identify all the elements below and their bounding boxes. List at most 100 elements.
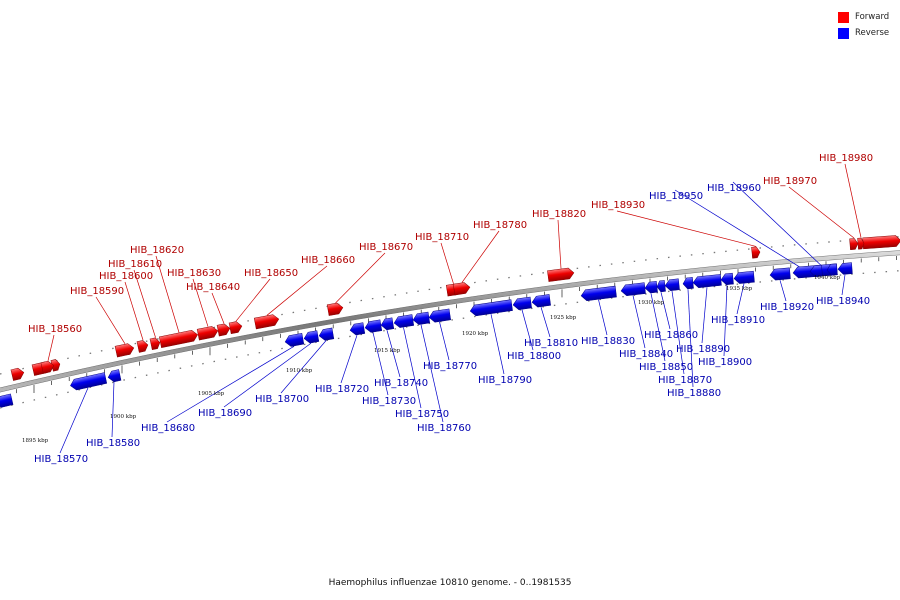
gene-label: HIB_18740 <box>374 378 428 389</box>
leader-HIB_18860 <box>660 292 671 330</box>
gene-label: HIB_18640 <box>186 282 240 293</box>
leader-HIB_18940 <box>841 274 846 296</box>
gene-label: HIB_18820 <box>532 209 586 220</box>
gene-label: HIB_18610 <box>108 259 162 270</box>
leader-HIB_18870 <box>671 290 685 375</box>
gene-hib-18930-feature <box>751 246 761 259</box>
gene-label: HIB_18700 <box>255 394 309 405</box>
gene-label: HIB_18950 <box>649 191 703 202</box>
gene-labels: HIB_18560 HIB_18570 HIB_18580 HIB_18590 HIB_… <box>28 153 873 465</box>
leader-HIB_18780 <box>461 230 500 283</box>
leader-HIB_18900 <box>723 285 728 357</box>
gene-hib-18690-feature <box>303 330 320 344</box>
legend-label-forward: Forward <box>855 12 890 22</box>
gene-hib-18800-feature <box>512 296 532 310</box>
gene-label: HIB_18750 <box>395 409 449 420</box>
gene-label: HIB_18790 <box>478 375 532 386</box>
gene-unlabeled-4-feature <box>862 235 900 250</box>
gene-label: HIB_18900 <box>698 357 752 368</box>
leader-HIB_18720 <box>340 335 358 384</box>
leader-HIB_18960 <box>732 181 833 277</box>
gene-label: HIB_18600 <box>99 271 153 282</box>
gene-hib-18820-feature <box>547 267 575 282</box>
gene-label: HIB_18580 <box>86 438 140 449</box>
leader-HIB_18680 <box>166 346 295 423</box>
tick-label: 1910 kbp <box>286 368 313 374</box>
gene-hib-18790-feature <box>469 299 513 317</box>
gene-unlabeled-0-feature <box>10 367 25 381</box>
gene-label: HIB_18650 <box>244 268 298 279</box>
gene-hib-18780-feature <box>452 282 471 296</box>
gene-hib-18900-feature <box>720 272 734 286</box>
leader-HIB_18950 <box>674 189 817 278</box>
gene-hib-18870-feature <box>664 278 680 291</box>
leader-HIB_18630 <box>192 278 209 327</box>
gene-label: HIB_18880 <box>667 388 721 399</box>
gene-label: HIB_18870 <box>658 375 712 386</box>
gene-hib-18680-feature <box>284 332 305 347</box>
leader-HIB_18800 <box>521 309 534 351</box>
gene-hib-18740-feature <box>380 317 395 331</box>
gene-hib-18940-feature <box>837 262 853 275</box>
leader-HIB_18620 <box>155 255 180 333</box>
gene-label: HIB_18680 <box>141 423 195 434</box>
leader-HIB_18640 <box>211 292 225 324</box>
tick-label: 1915 kbp <box>374 348 401 354</box>
gene-label: HIB_18590 <box>70 286 124 297</box>
leader-HIB_18660 <box>266 265 328 316</box>
gene-hib-18700-feature <box>318 327 335 341</box>
gene-hib-18620-feature <box>158 330 198 348</box>
tick-label: 1920 kbp <box>462 331 489 337</box>
gene-hib-18880-feature <box>682 277 694 290</box>
gene-label: HIB_18800 <box>507 351 561 362</box>
gene-label: HIB_18760 <box>417 423 471 434</box>
gene-hib-18830-feature <box>580 285 617 301</box>
leader-HIB_18650 <box>235 278 271 322</box>
gene-label: HIB_18770 <box>423 361 477 372</box>
gene-label: HIB_18850 <box>639 362 693 373</box>
leader-HIB_18830 <box>598 299 608 336</box>
tick-label: 1900 kbp <box>110 414 137 420</box>
leader-HIB_18790 <box>490 314 505 375</box>
gene-hib-18890-feature <box>692 274 722 288</box>
leader-HIB_18610 <box>133 269 156 338</box>
tick-label: 1940 kbp <box>814 275 841 281</box>
leader-HIB_18760 <box>420 324 444 423</box>
reverse-swatch <box>838 27 849 39</box>
leader-HIB_18890 <box>701 287 708 344</box>
gene-label: HIB_18780 <box>473 220 527 231</box>
gene-label: HIB_18940 <box>816 296 870 307</box>
gene-label: HIB_18660 <box>301 255 355 266</box>
leader-HIB_18600 <box>124 281 144 341</box>
gene-hib-18840-feature <box>620 282 646 297</box>
gene-hib-18770-feature <box>428 308 452 323</box>
legend-label-reverse: Reverse <box>855 28 890 38</box>
gene-label: HIB_18980 <box>819 153 873 164</box>
gene-hib-18850-feature <box>644 280 658 294</box>
leader-HIB_18930 <box>616 210 757 247</box>
backbone-band <box>0 250 900 393</box>
legend: Forward Reverse <box>838 9 889 41</box>
leader-HIB_18580 <box>111 382 115 438</box>
gene-label: HIB_18930 <box>591 200 645 211</box>
gene-hib-18720-feature <box>349 322 366 336</box>
gene-hib-18920-feature <box>769 267 791 281</box>
gene-hib-18580-feature <box>107 369 122 383</box>
gene-hib-18960-feature <box>826 263 838 276</box>
gene-label: HIB_18690 <box>198 408 252 419</box>
gene-hib-18980-feature <box>857 237 865 250</box>
gene-label: HIB_18920 <box>760 302 814 313</box>
gene-label: HIB_18630 <box>167 268 221 279</box>
tick-label: 1905 kbp <box>198 391 225 397</box>
gene-hib-18660-feature <box>253 314 280 330</box>
leader-HIB_18750 <box>403 327 422 409</box>
leader-HIB_18560 <box>47 334 55 361</box>
gene-hib-18600-feature <box>136 340 149 353</box>
gene-unlabeled-2-feature <box>50 359 61 372</box>
legend-item-reverse: Reverse <box>838 25 889 41</box>
leader-HIB_18670 <box>335 252 386 304</box>
gene-label: HIB_18570 <box>34 454 88 465</box>
gene-label: HIB_18710 <box>415 232 469 243</box>
